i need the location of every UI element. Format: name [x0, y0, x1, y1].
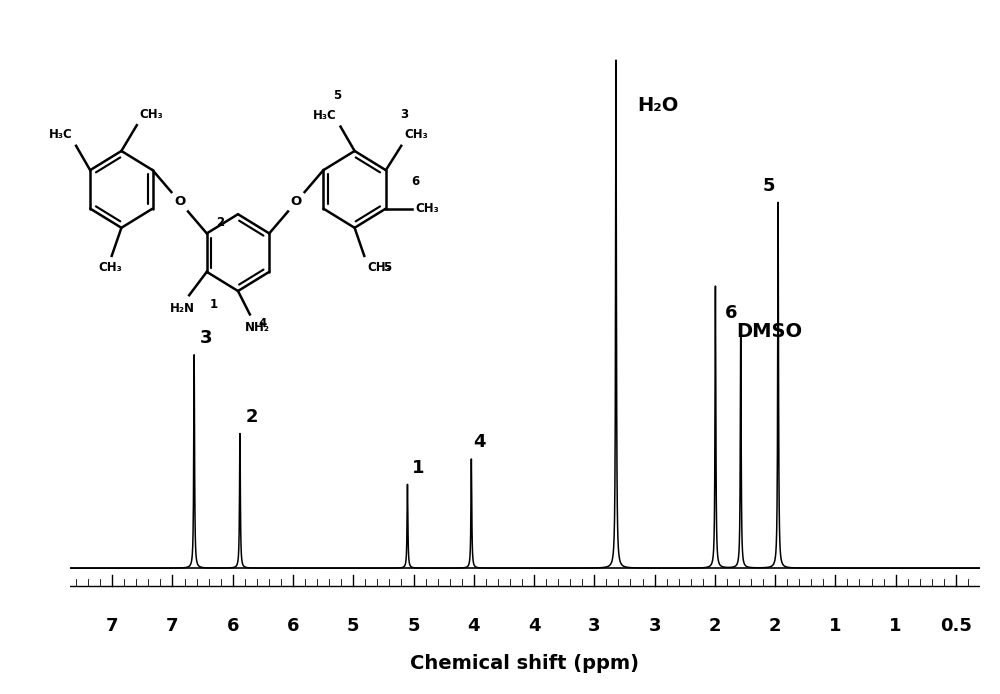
Text: 6: 6: [412, 174, 420, 187]
Text: DMSO: DMSO: [737, 322, 803, 341]
Text: CH₃: CH₃: [416, 202, 440, 215]
Text: 4: 4: [258, 316, 266, 330]
Text: 2: 2: [216, 216, 225, 229]
Text: H₂N: H₂N: [170, 303, 195, 315]
Text: 1: 1: [412, 459, 425, 477]
Text: H₃C: H₃C: [313, 109, 337, 122]
Text: 2: 2: [246, 408, 258, 426]
Text: O: O: [291, 195, 302, 208]
Text: 1: 1: [209, 298, 217, 311]
Text: CH₃: CH₃: [139, 108, 163, 121]
Text: CH₃: CH₃: [404, 128, 428, 141]
Text: NH₂: NH₂: [245, 321, 270, 335]
X-axis label: Chemical shift (ppm): Chemical shift (ppm): [411, 654, 640, 673]
Text: 3: 3: [200, 329, 212, 347]
Text: CH₃: CH₃: [98, 260, 122, 273]
Text: 3: 3: [400, 108, 408, 121]
Text: 5: 5: [333, 89, 341, 102]
Text: CH₃: CH₃: [367, 260, 391, 273]
Text: H₂O: H₂O: [637, 96, 679, 115]
Text: H₃C: H₃C: [49, 128, 73, 141]
Text: 6: 6: [725, 303, 737, 321]
Text: O: O: [174, 195, 185, 208]
Text: 4: 4: [474, 433, 486, 451]
Text: 5: 5: [383, 260, 391, 273]
Text: 5: 5: [762, 177, 775, 195]
